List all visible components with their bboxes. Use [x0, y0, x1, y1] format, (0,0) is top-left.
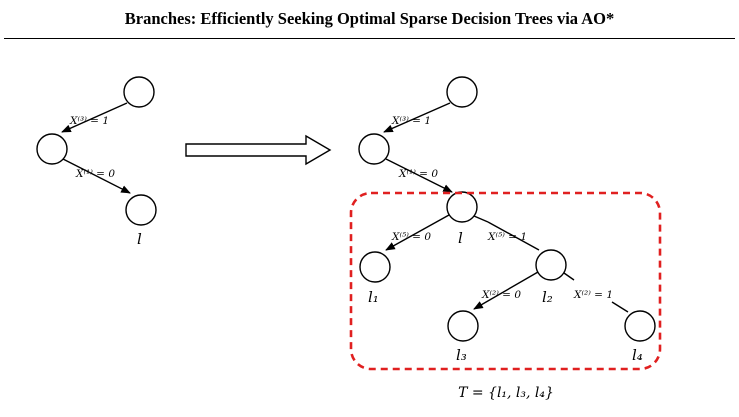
right-node-l-label: l [458, 229, 463, 247]
page-title: Branches: Efficiently Seeking Optimal Sp… [124, 9, 615, 28]
left-mid-node [36, 133, 68, 165]
right-edge-2 [385, 158, 453, 193]
edge-l-to-l1 [385, 214, 450, 251]
left-edge-1 [61, 102, 128, 133]
edge-l2-left-label: X⁽²⁾ = 0 [481, 289, 521, 301]
right-tree [358, 76, 656, 342]
right-root-node [446, 76, 478, 108]
leaf-l1-label: l₁ [368, 288, 379, 306]
left-leaf-node [125, 194, 157, 226]
left-edge-2 [62, 158, 131, 194]
left-leaf-label: l [137, 230, 142, 248]
hollow-right-arrow-icon [185, 134, 332, 166]
right-edge-1 [383, 102, 451, 133]
right-node-l2 [535, 249, 567, 281]
edge-l-stub [473, 215, 489, 223]
right-leaf-l3 [447, 310, 479, 342]
subtree-highlight-box [349, 191, 662, 371]
left-edge-2-label: X⁽¹⁾ = 0 [75, 168, 115, 180]
leaf-set-caption: T = {l₁, l₃, l₄} [458, 385, 554, 401]
edge-l-left-label: X⁽⁵⁾ = 0 [391, 231, 431, 243]
edge-l2-stub [563, 272, 575, 281]
right-edge-1-label: X⁽³⁾ = 1 [391, 115, 431, 127]
leaf-l4-label: l₄ [632, 346, 643, 364]
edge-l-right-label: X⁽⁵⁾ = 1 [487, 231, 527, 243]
right-edge-2-label: X⁽¹⁾ = 0 [398, 168, 438, 180]
left-tree [36, 76, 157, 226]
left-edge-1-label: X⁽³⁾ = 1 [69, 115, 109, 127]
left-root-node [123, 76, 155, 108]
right-leaf-l4 [624, 310, 656, 342]
edge-l-to-l2 [487, 221, 540, 251]
header-divider [4, 38, 735, 39]
page-header: Branches: Efficiently Seeking Optimal Sp… [0, 0, 739, 42]
edge-l2-right-label: X⁽²⁾ = 1 [573, 289, 613, 301]
edge-l2-to-l3 [473, 271, 539, 310]
edge-l2-to-l4 [611, 301, 629, 313]
right-node-l [446, 191, 478, 223]
leaf-l3-label: l₃ [456, 346, 467, 364]
node-l2-label: l₂ [542, 288, 553, 306]
right-mid-node [358, 133, 390, 165]
right-leaf-l1 [359, 251, 391, 283]
